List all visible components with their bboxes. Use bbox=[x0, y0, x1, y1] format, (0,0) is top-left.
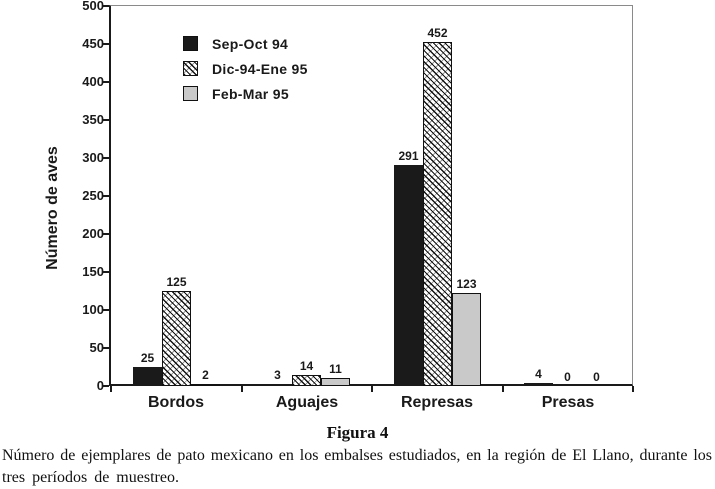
bar-sep-oct-94-bordos bbox=[133, 367, 162, 386]
y-tick-mark bbox=[103, 233, 109, 235]
bar-value-label: 291 bbox=[398, 149, 419, 163]
y-tick-mark bbox=[103, 385, 109, 387]
bar-sep-oct-94-aguajes bbox=[263, 384, 292, 386]
figure-title: Figura 4 bbox=[326, 423, 389, 442]
legend-swatch-solid-black-icon bbox=[183, 36, 198, 51]
x-tick-mark bbox=[241, 386, 243, 392]
y-tick-mark bbox=[103, 5, 109, 7]
legend-label: Sep-Oct 94 bbox=[212, 36, 289, 52]
x-tick-mark bbox=[110, 386, 112, 392]
y-tick-label: 500 bbox=[82, 0, 104, 13]
y-tick-label: 100 bbox=[82, 302, 104, 317]
figure-caption: Figura 4 Número de ejemplares de pato me… bbox=[0, 422, 715, 489]
x-tick-mark bbox=[632, 386, 634, 392]
caption-line-2: tres períodos de muestreo. bbox=[2, 469, 179, 486]
y-tick-label: 350 bbox=[82, 112, 104, 127]
category-label-represas: Represas bbox=[400, 394, 474, 411]
bar-value-label: 14 bbox=[299, 359, 314, 373]
bar-dic-94-ene-95-aguajes bbox=[292, 375, 321, 386]
y-tick-label: 0 bbox=[96, 378, 104, 393]
legend-label: Feb-Mar 95 bbox=[212, 86, 289, 102]
y-tick-label: 150 bbox=[82, 264, 104, 279]
bar-value-label: 0 bbox=[593, 370, 600, 384]
y-tick-mark bbox=[103, 309, 109, 311]
bar-value-label: 452 bbox=[427, 26, 448, 40]
plot-area bbox=[109, 5, 633, 386]
x-tick-mark bbox=[371, 386, 373, 392]
y-tick-mark bbox=[103, 195, 109, 197]
bar-dic-94-ene-95-bordos bbox=[162, 291, 191, 386]
y-tick-label: 50 bbox=[89, 340, 104, 355]
y-tick-mark bbox=[103, 157, 109, 159]
y-tick-mark bbox=[103, 81, 109, 83]
legend-label: Dic-94-Ene 95 bbox=[212, 61, 308, 77]
x-tick-mark bbox=[502, 386, 504, 392]
bar-value-label: 123 bbox=[456, 277, 477, 291]
bar-dic-94-ene-95-represas bbox=[423, 42, 452, 386]
y-tick-label: 400 bbox=[82, 74, 104, 89]
y-tick-mark bbox=[103, 43, 109, 45]
bar-value-label: 4 bbox=[535, 367, 542, 381]
legend-swatch-gray-icon bbox=[183, 86, 198, 101]
bar-feb-mar-95-bordos bbox=[191, 384, 220, 386]
y-tick-label: 300 bbox=[82, 150, 104, 165]
bar-sep-oct-94-represas bbox=[394, 165, 423, 386]
y-tick-mark bbox=[103, 119, 109, 121]
bar-value-label: 0 bbox=[564, 370, 571, 384]
bar-value-label: 2 bbox=[202, 368, 209, 382]
caption-line-1: Número de ejemplares de pato mexicano en… bbox=[2, 447, 712, 464]
y-tick-label: 250 bbox=[82, 188, 104, 203]
bar-feb-mar-95-aguajes bbox=[321, 378, 350, 386]
y-tick-mark bbox=[103, 271, 109, 273]
bar-value-label: 125 bbox=[166, 275, 187, 289]
bar-value-label: 11 bbox=[329, 362, 342, 376]
bar-value-label: 25 bbox=[140, 351, 155, 365]
category-label-aguajes: Aguajes bbox=[275, 394, 339, 411]
category-label-bordos: Bordos bbox=[148, 394, 204, 411]
y-tick-label: 200 bbox=[82, 226, 104, 241]
category-label-presas: Presas bbox=[541, 394, 595, 411]
bar-value-label: 3 bbox=[274, 368, 281, 382]
bar-sep-oct-94-presas bbox=[524, 383, 553, 386]
y-tick-label: 450 bbox=[82, 36, 104, 51]
legend-swatch-hatch-icon bbox=[183, 61, 198, 76]
y-tick-mark bbox=[103, 347, 109, 349]
bar-feb-mar-95-represas bbox=[452, 293, 481, 386]
